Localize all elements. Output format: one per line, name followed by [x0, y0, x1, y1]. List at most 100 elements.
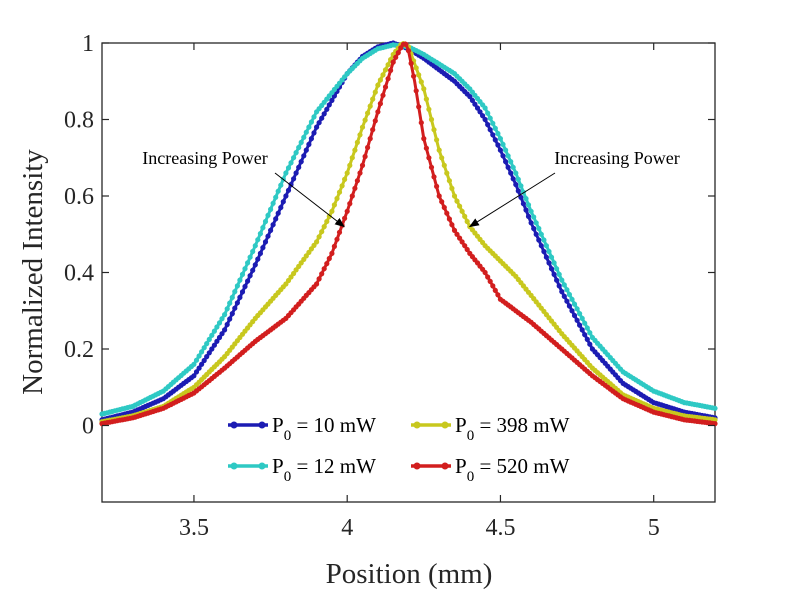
data-point	[454, 231, 460, 237]
legend-swatch-marker	[258, 462, 266, 470]
legend-item: P0 = 12 mW	[228, 454, 376, 485]
data-point	[222, 312, 228, 318]
data-point	[418, 120, 424, 126]
data-point	[316, 120, 322, 126]
data-point	[449, 185, 455, 191]
data-point	[459, 208, 465, 214]
data-point	[265, 212, 271, 218]
data-point	[446, 216, 452, 222]
data-point	[204, 341, 210, 347]
data-point	[270, 222, 276, 228]
data-point	[278, 182, 284, 188]
data-point	[245, 260, 251, 266]
data-point	[308, 136, 314, 142]
data-point	[321, 111, 327, 117]
data-point	[229, 294, 235, 300]
plot-area	[101, 42, 716, 503]
data-point	[250, 267, 256, 273]
data-point	[268, 206, 274, 212]
data-point	[548, 254, 555, 260]
legend-label: P0 = 12 mW	[272, 454, 376, 485]
data-point	[495, 130, 501, 137]
data-point	[324, 106, 330, 112]
data-point	[444, 210, 450, 216]
data-point	[508, 159, 514, 165]
x-tick-label: 4	[341, 515, 353, 541]
data-point	[234, 283, 240, 289]
data-point	[375, 109, 381, 115]
data-point	[321, 266, 327, 272]
data-point	[523, 207, 529, 213]
y-tick-label: 0.6	[64, 184, 94, 210]
data-point	[331, 202, 337, 208]
data-point	[503, 147, 509, 153]
data-point	[329, 250, 335, 256]
data-point	[214, 338, 220, 344]
data-point	[209, 346, 215, 352]
data-point	[541, 237, 547, 243]
data-point	[490, 283, 496, 289]
data-point	[551, 271, 557, 277]
data-point	[227, 300, 233, 306]
data-point	[482, 116, 488, 123]
data-point	[211, 328, 217, 334]
data-point	[525, 213, 532, 219]
data-point	[329, 208, 335, 214]
data-point	[426, 155, 432, 161]
data-point	[482, 105, 488, 111]
data-point	[538, 231, 544, 237]
annotation-text: Increasing Power	[142, 148, 267, 168]
data-point	[515, 176, 521, 182]
data-point	[451, 193, 458, 199]
data-point	[285, 187, 292, 193]
data-point	[199, 361, 205, 367]
data-point	[405, 48, 412, 54]
data-point	[436, 147, 442, 153]
legend-item: P0 = 520 mW	[411, 454, 570, 485]
data-point	[518, 194, 524, 200]
data-point	[367, 103, 373, 109]
data-point	[566, 291, 573, 298]
data-point	[584, 325, 590, 331]
data-point	[262, 239, 269, 245]
data-point	[377, 101, 383, 107]
data-point	[561, 293, 567, 299]
data-point	[285, 165, 292, 171]
data-point	[344, 170, 350, 176]
data-point	[469, 97, 475, 103]
series-3	[99, 41, 718, 427]
data-point	[326, 102, 332, 108]
data-point	[492, 137, 498, 143]
data-point	[513, 181, 519, 188]
plot-frame	[101, 42, 716, 503]
data-point	[536, 237, 542, 243]
data-point	[431, 127, 437, 133]
data-point	[352, 147, 358, 153]
data-point	[477, 109, 483, 115]
data-point	[457, 203, 463, 209]
data-point	[359, 124, 366, 130]
legend-swatch-marker	[413, 421, 421, 429]
data-point	[344, 208, 350, 214]
y-tick-label: 0.2	[64, 337, 94, 363]
data-point	[201, 357, 207, 364]
data-point	[582, 332, 588, 338]
data-point	[574, 317, 580, 323]
data-point	[487, 278, 493, 284]
data-point	[362, 153, 368, 160]
data-point	[275, 188, 281, 194]
data-point	[214, 324, 220, 330]
data-point	[423, 96, 429, 102]
data-point	[385, 76, 391, 82]
legend-label: P0 = 10 mW	[272, 413, 376, 444]
data-point	[531, 225, 537, 232]
data-point	[569, 296, 575, 302]
data-point	[505, 153, 511, 159]
data-point	[571, 312, 578, 319]
legend-swatch-marker	[413, 462, 421, 470]
series-layer	[99, 40, 718, 427]
data-point	[457, 235, 463, 241]
data-point	[219, 316, 225, 322]
data-point	[569, 308, 575, 314]
